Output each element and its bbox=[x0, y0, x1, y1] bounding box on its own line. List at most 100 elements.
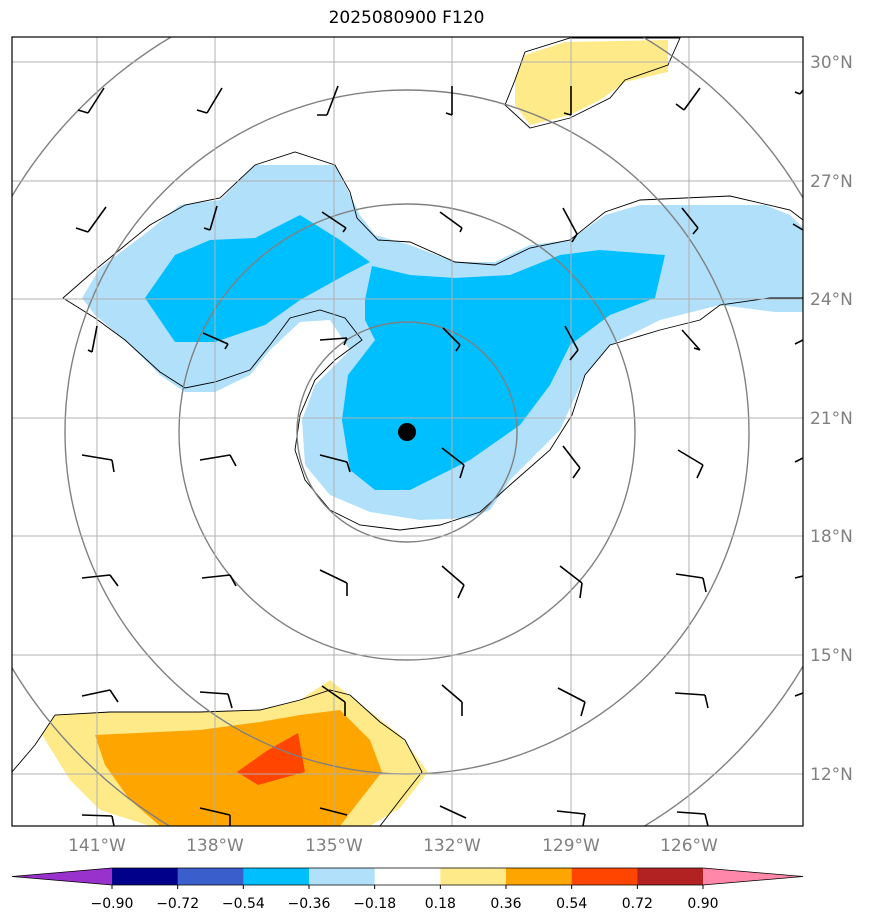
lon-label: 138°W bbox=[186, 836, 244, 856]
longitude-labels: 141°W 138°W 135°W 132°W 129°W 126°W bbox=[68, 836, 718, 856]
wind-barb bbox=[77, 87, 105, 114]
lon-label: 135°W bbox=[305, 836, 363, 856]
distance-rings bbox=[12, 37, 803, 826]
wind-barb bbox=[794, 575, 803, 579]
colorbar-segment bbox=[309, 868, 376, 885]
contour-line-north-yellow bbox=[504, 37, 681, 129]
colorbar-tick-label: −0.54 bbox=[222, 896, 265, 912]
wind-barb bbox=[196, 87, 223, 114]
distance-ring-2 bbox=[178, 203, 636, 661]
lat-label: 27°N bbox=[810, 172, 853, 192]
wind-barb bbox=[321, 211, 347, 233]
lon-label: 132°W bbox=[423, 836, 481, 856]
latitude-labels: 30°N 27°N 24°N 21°N 18°N 15°N 12°N bbox=[810, 53, 853, 785]
wind-barb bbox=[441, 684, 463, 716]
colorbar-segment bbox=[374, 868, 441, 885]
wind-barb bbox=[81, 574, 119, 587]
wind-barb bbox=[439, 211, 463, 233]
wind-barb bbox=[676, 811, 709, 826]
contour-fill-yellow-north bbox=[515, 40, 668, 125]
wind-barb bbox=[439, 805, 467, 819]
wind-barb bbox=[199, 691, 233, 709]
colorbar-tick-label: −0.18 bbox=[353, 896, 396, 912]
contour-lines bbox=[12, 37, 803, 826]
wind-barb bbox=[564, 325, 579, 361]
wind-barb bbox=[681, 207, 699, 235]
wind-barb bbox=[203, 205, 218, 231]
wind-barb bbox=[675, 573, 707, 593]
wind-barb bbox=[559, 565, 583, 599]
colorbar-tick-label: 0.18 bbox=[425, 896, 456, 912]
lat-label: 21°N bbox=[810, 409, 853, 429]
colorbar: −0.90 −0.72 −0.54 −0.36 −0.18 0.18 0.36 0.54 0.7… bbox=[11, 867, 804, 912]
wind-barb bbox=[556, 810, 586, 826]
colorbar-tick-label: 0.36 bbox=[490, 896, 521, 912]
contour-line-south-branch bbox=[62, 297, 803, 531]
lon-label: 129°W bbox=[542, 836, 600, 856]
wind-barb bbox=[794, 457, 803, 463]
gridlines bbox=[12, 37, 803, 826]
map-title: 2025080900 F120 bbox=[328, 8, 485, 28]
wind-barbs bbox=[75, 85, 803, 826]
lat-label: 18°N bbox=[810, 527, 853, 547]
wind-barb bbox=[81, 454, 115, 473]
wind-barb bbox=[562, 207, 578, 243]
colorbar-tick-label: 0.90 bbox=[687, 896, 718, 912]
contour-fill-mid-blue-west bbox=[145, 215, 370, 342]
lat-label: 12°N bbox=[810, 765, 853, 785]
wind-barb bbox=[441, 447, 465, 479]
wind-barb bbox=[319, 807, 348, 816]
wind-barb bbox=[81, 814, 115, 826]
lon-label: 126°W bbox=[660, 836, 718, 856]
plot-frame bbox=[11, 36, 804, 827]
colorbar-arrow-low bbox=[12, 868, 112, 885]
wind-barb bbox=[319, 454, 351, 473]
wind-barb bbox=[202, 332, 229, 350]
wind-barb bbox=[441, 565, 465, 599]
colorbar-segment bbox=[571, 868, 638, 885]
colorbar-tick-label: 0.54 bbox=[556, 896, 587, 912]
wind-barb bbox=[201, 574, 237, 587]
colorbar-tick-label: −0.36 bbox=[288, 896, 331, 912]
lon-label: 141°W bbox=[68, 836, 126, 856]
wind-barb bbox=[87, 325, 98, 353]
lat-label: 24°N bbox=[810, 290, 853, 310]
colorbar-tick-label: 0.72 bbox=[622, 896, 653, 912]
wind-barb bbox=[563, 86, 572, 116]
colorbar-segment bbox=[440, 868, 507, 885]
wind-barb bbox=[321, 685, 346, 716]
contour-line-main bbox=[62, 151, 803, 299]
contour-line-south-yellow bbox=[12, 689, 423, 826]
storm-center-marker bbox=[398, 423, 416, 441]
wind-barb bbox=[674, 692, 709, 709]
wind-barb bbox=[794, 339, 803, 345]
contour-fill-mid-blue-center bbox=[342, 250, 665, 490]
wind-barb bbox=[317, 85, 339, 116]
colorbar-segment bbox=[506, 868, 573, 885]
wind-barb bbox=[442, 327, 461, 352]
wind-barb bbox=[562, 445, 581, 479]
wind-barb bbox=[199, 807, 231, 826]
wind-barb bbox=[557, 687, 586, 717]
distance-ring-1 bbox=[296, 321, 518, 543]
colorbar-segment bbox=[112, 868, 179, 885]
wind-barb bbox=[792, 223, 803, 231]
wind-barb bbox=[681, 329, 701, 351]
lat-label: 30°N bbox=[810, 53, 853, 73]
wind-barb bbox=[199, 454, 237, 467]
contour-fill-orange-south bbox=[95, 710, 382, 826]
wind-barb bbox=[75, 206, 107, 233]
wind-barb bbox=[319, 337, 348, 346]
wind-barb bbox=[675, 87, 701, 111]
colorbar-arrow-high bbox=[703, 868, 803, 885]
wind-barb bbox=[445, 86, 453, 116]
contour-fill-red-orange-south bbox=[237, 733, 305, 785]
colorbar-tick-label: −0.90 bbox=[91, 896, 134, 912]
colorbar-segment bbox=[637, 868, 704, 885]
wind-barb bbox=[794, 692, 803, 697]
wind-barb bbox=[81, 689, 119, 703]
colorbar-segment bbox=[177, 868, 244, 885]
colorbar-segment bbox=[243, 868, 310, 885]
wind-barb bbox=[319, 569, 348, 596]
